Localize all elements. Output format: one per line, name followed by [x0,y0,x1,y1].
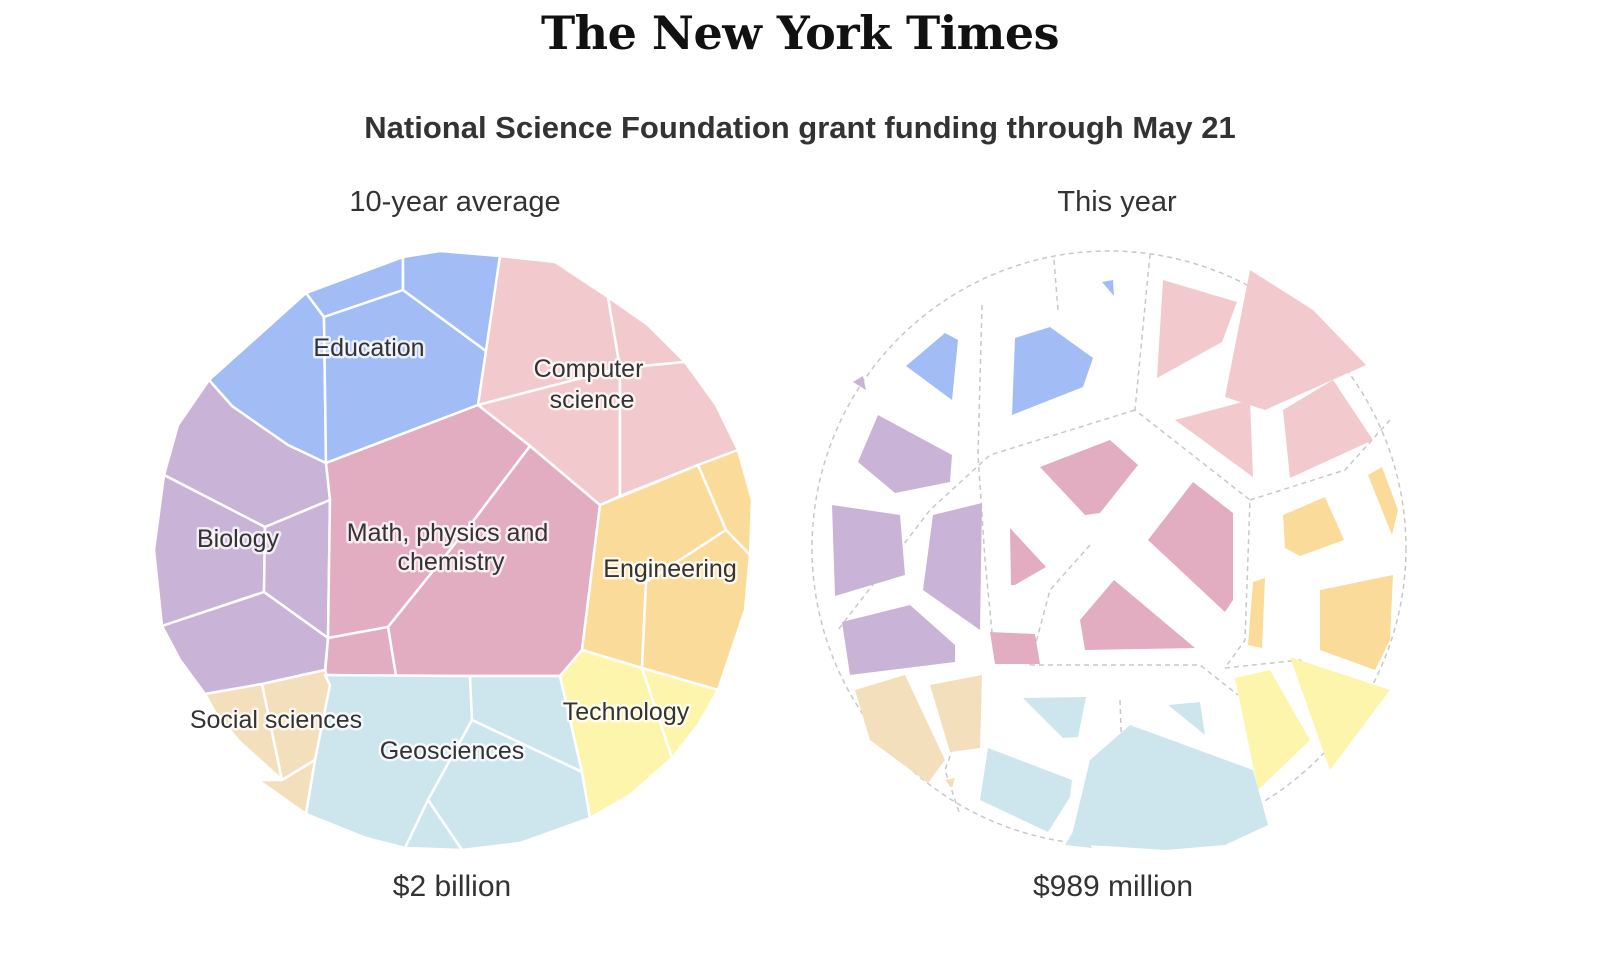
r-cell-geo-4 [1072,725,1268,850]
right-outline-line-7 [1249,419,1391,501]
panel-right-subtitle: This year [1057,186,1177,218]
panel-left-subtitle: 10-year average [349,186,560,218]
r-cell-biology-1 [853,376,866,390]
r-cell-geo-5 [1065,820,1092,848]
r-cell-soc-2 [930,675,982,752]
cell-tech-1 [558,648,674,820]
label-computer-science-line-1: Computer [534,355,644,383]
right-outline-line-2 [1053,259,1059,311]
r-cell-tech-2 [1290,657,1390,770]
r-cell-geo-1 [1023,697,1086,738]
r-cell-math-2 [1148,482,1233,612]
right-outline-line-3 [1134,253,1251,669]
r-cell-eng-3 [1248,578,1265,648]
r-cell-biology-5 [842,605,955,675]
nyt-logo: The New York Times [540,6,1060,60]
r-cell-eng-2 [1368,467,1398,535]
r-cell-cs-2 [1225,270,1366,410]
r-cell-eng-4 [1320,575,1393,670]
r-cell-biology-3 [832,505,905,596]
r-cell-math-1 [1040,440,1138,515]
right-outline-line-5 [1030,664,1239,696]
cell-eng-2 [696,448,754,557]
r-cell-education-3 [1102,280,1114,296]
label-engineering: Engineering [603,555,736,583]
cell-soc-1 [203,682,284,782]
r-cell-eng-1 [1283,497,1344,556]
r-cell-soc-1 [855,675,945,783]
cell-tech-2 [640,666,720,760]
r-cell-soc-3 [945,778,955,788]
panel-left-cells [152,249,754,852]
panel-left-total: $2 billion [393,870,511,903]
right-outline-line-8 [1029,544,1091,666]
right-outer-circle [811,250,1407,846]
r-cell-math-5 [990,632,1040,664]
r-cell-cs-1 [1157,280,1237,378]
label-education: Education [313,334,424,362]
label-technology: Technology [563,698,690,726]
r-cell-tech-1 [1235,670,1310,790]
chart-title: National Science Foundation grant fundin… [364,110,1236,145]
r-cell-math-4 [1080,580,1195,650]
label-math: Math, physics and chemistry [347,519,555,576]
label-biology: Biology [197,525,279,553]
panel-right-cells [832,270,1398,850]
label-social-sciences: Social sciences [190,706,362,734]
label-geosciences: Geosciences [380,737,525,765]
panel-left-labels: Education Computer science Biology Math,… [187,332,739,768]
cell-geo-4 [403,798,464,852]
r-cell-education-1 [906,333,958,400]
panel-right-total: $989 million [1033,870,1193,903]
r-cell-education-2 [1012,327,1093,415]
r-cell-cs-3 [1175,400,1253,477]
label-computer-science-line-2: science [550,386,635,414]
r-cell-biology-2 [858,415,952,493]
r-cell-math-3 [1010,528,1046,585]
r-cell-geo-2 [1168,702,1205,735]
r-cell-geo-3 [980,748,1072,832]
r-cell-cs-4 [1283,380,1373,478]
r-cell-biology-4 [923,503,982,630]
label-computer-science: Computer science [534,355,651,414]
label-math-line-2: chemistry [398,548,505,576]
label-math-line-1: Math, physics and [347,519,549,547]
